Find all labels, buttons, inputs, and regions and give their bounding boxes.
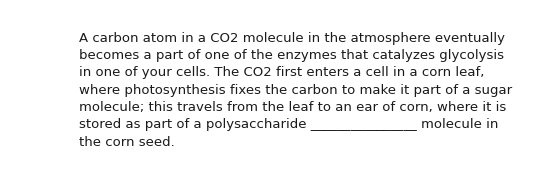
Text: the corn seed.: the corn seed. <box>79 136 175 149</box>
Text: stored as part of a polysaccharide ________________ molecule in: stored as part of a polysaccharide _____… <box>79 118 498 131</box>
Text: A carbon atom in a CO2 molecule in the atmosphere eventually: A carbon atom in a CO2 molecule in the a… <box>79 32 505 45</box>
Text: in one of your cells. The CO2 first enters a cell in a corn leaf,: in one of your cells. The CO2 first ente… <box>79 66 484 80</box>
Text: where photosynthesis fixes the carbon to make it part of a sugar: where photosynthesis fixes the carbon to… <box>79 84 512 97</box>
Text: molecule; this travels from the leaf to an ear of corn, where it is: molecule; this travels from the leaf to … <box>79 101 506 114</box>
Text: becomes a part of one of the enzymes that catalyzes glycolysis: becomes a part of one of the enzymes tha… <box>79 49 504 62</box>
